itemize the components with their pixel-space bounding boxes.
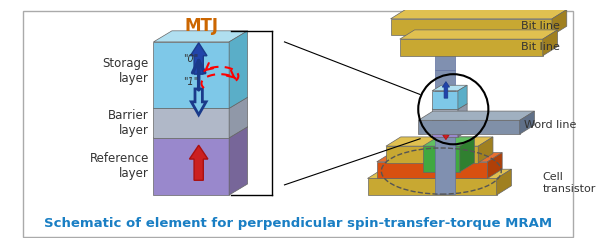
FancyArrow shape (191, 89, 206, 115)
Polygon shape (552, 10, 567, 35)
Polygon shape (154, 97, 248, 108)
Polygon shape (432, 113, 467, 119)
Text: MTJ: MTJ (184, 17, 218, 35)
Polygon shape (391, 19, 552, 35)
FancyArrow shape (190, 145, 208, 180)
Polygon shape (386, 137, 493, 146)
Text: Cell
transistor: Cell transistor (543, 172, 596, 194)
Polygon shape (229, 127, 248, 195)
Bar (435, 42, 455, 70)
FancyArrow shape (190, 43, 207, 74)
Polygon shape (497, 169, 511, 195)
Polygon shape (520, 111, 535, 134)
Polygon shape (432, 91, 458, 109)
Text: Word line: Word line (524, 120, 577, 130)
Polygon shape (432, 85, 467, 91)
Text: Schematic of element for perpendicular spin-transfer-torque MRAM: Schematic of element for perpendicular s… (44, 217, 553, 230)
Text: Barrier
layer: Barrier layer (108, 109, 149, 137)
Bar (435, 70, 455, 194)
Polygon shape (432, 119, 458, 137)
Polygon shape (368, 178, 497, 195)
Polygon shape (458, 85, 467, 109)
Polygon shape (400, 39, 543, 56)
Polygon shape (229, 31, 248, 108)
Polygon shape (377, 153, 502, 162)
Polygon shape (423, 137, 475, 146)
Text: "0": "0" (183, 54, 198, 64)
Polygon shape (460, 137, 475, 172)
Text: Storage
layer: Storage layer (103, 58, 149, 85)
Polygon shape (154, 127, 248, 138)
Polygon shape (154, 138, 229, 195)
Polygon shape (229, 97, 248, 138)
Polygon shape (458, 104, 467, 119)
Polygon shape (487, 153, 502, 178)
Polygon shape (458, 113, 467, 137)
Polygon shape (400, 30, 557, 39)
Polygon shape (423, 146, 460, 172)
Polygon shape (432, 104, 467, 109)
Polygon shape (368, 169, 511, 178)
FancyArrow shape (442, 82, 449, 98)
Text: Reference
layer: Reference layer (89, 153, 149, 181)
FancyBboxPatch shape (23, 11, 573, 237)
FancyArrow shape (443, 128, 449, 140)
Polygon shape (543, 30, 557, 56)
Text: Bit line: Bit line (521, 21, 559, 31)
Polygon shape (418, 120, 520, 134)
Polygon shape (478, 137, 493, 163)
Text: Bit line: Bit line (521, 41, 559, 52)
Polygon shape (377, 162, 487, 178)
Polygon shape (154, 42, 229, 108)
Polygon shape (154, 108, 229, 138)
Polygon shape (386, 146, 478, 163)
Text: "1": "1" (183, 77, 198, 87)
Polygon shape (418, 111, 535, 120)
Polygon shape (432, 109, 458, 119)
Polygon shape (154, 31, 248, 42)
Polygon shape (391, 10, 567, 19)
